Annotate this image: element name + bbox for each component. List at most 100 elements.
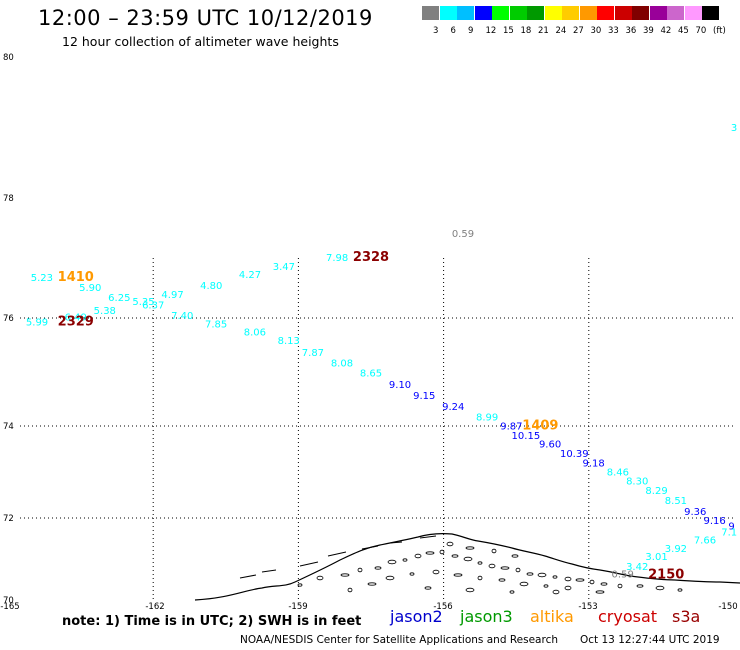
latitude-label: 80: [3, 53, 14, 63]
wave-height-value: 4.80: [200, 281, 222, 292]
wave-height-labels: 30.597.983.474.275.234.805.904.976.25 5.3…: [26, 123, 737, 580]
wave-height-value: 9.36: [684, 507, 706, 518]
lake-shape: [414, 553, 422, 559]
map-subtitle: 12 hour collection of altimeter wave hei…: [62, 34, 339, 49]
lake-shape: [465, 587, 475, 593]
pass-time-labels: 2328 1410 2329 1409 2150: [58, 250, 685, 582]
map-grid: [20, 258, 735, 600]
pass-time-label: 1410: [58, 270, 94, 285]
longitude-label: -156: [433, 602, 452, 612]
colorbar-label: (ft): [713, 26, 726, 36]
wave-height-value: 8.46: [607, 468, 629, 479]
wave-height-value: 3: [731, 123, 737, 134]
colorbar-swatch: [544, 6, 562, 20]
lake-shape: [564, 576, 572, 582]
wave-height-value: 9: [728, 521, 734, 532]
lake-shape: [439, 549, 445, 555]
colorbar-swatch: [509, 6, 527, 20]
tundra-lakes: [297, 541, 683, 595]
colorbar-label: 39: [643, 26, 654, 36]
colorbar-swatch: [702, 6, 719, 20]
alaska-coastline: [194, 533, 740, 601]
lake-shape: [498, 578, 506, 582]
wave-height-value: 8.99: [476, 413, 498, 424]
wave-height-value: 3.42: [626, 562, 648, 573]
legend-jason3: jason3: [460, 607, 513, 626]
colorbar-swatch: [579, 6, 597, 20]
colorbar-swatch: [474, 6, 492, 20]
lake-shape: [537, 572, 547, 578]
pass-time-label: 2329: [58, 315, 94, 330]
legend-cryosat: cryosat: [598, 607, 658, 626]
wave-height-value: 8.51: [665, 496, 687, 507]
legend-jason2: jason2: [390, 607, 443, 626]
legend-s3a: s3a: [672, 607, 701, 626]
wave-height-value: 9.60: [539, 440, 561, 451]
colorbar-label: 15: [503, 26, 514, 36]
wave-height-value: 4.97: [161, 290, 183, 301]
wave-height-value: 10.39: [560, 449, 589, 460]
lake-shape: [402, 558, 408, 562]
lake-shape: [446, 541, 454, 547]
wave-height-value: 9.15: [413, 391, 435, 402]
longitude-label: -159: [288, 602, 307, 612]
wave-height-value: 5.90: [79, 283, 101, 294]
lake-shape: [617, 583, 623, 589]
lake-shape: [595, 590, 605, 594]
wave-height-value: 5.38: [94, 306, 116, 317]
latitude-label: 74: [3, 422, 14, 432]
lake-shape: [509, 590, 515, 594]
lake-shape: [465, 546, 475, 550]
lake-shape: [677, 588, 683, 592]
wave-height-value: 7.87: [302, 348, 324, 359]
legend-note: note: 1) Time is in UTC; 2) SWH is in fe…: [62, 614, 362, 629]
lake-shape: [564, 585, 572, 591]
lake-shape: [425, 551, 435, 555]
wave-height-value: 7.66: [694, 535, 716, 546]
longitude-label: -153: [578, 602, 597, 612]
wave-height-value: 3.47: [273, 262, 295, 273]
wave-height-value: 3.01: [645, 552, 667, 563]
legend-altika: altika: [530, 607, 574, 626]
wave-height-value: 8.13: [278, 336, 300, 347]
lake-shape: [387, 559, 397, 565]
wave-height-value: 8.06: [244, 327, 266, 338]
wave-height-value: 9.10: [389, 380, 411, 391]
longitude-label: -150: [718, 602, 737, 612]
wave-height-value: 3.92: [665, 544, 687, 555]
lake-shape: [340, 573, 350, 577]
latitude-label: 78: [3, 194, 14, 204]
wave-height-value: 7.85: [205, 320, 227, 331]
lake-shape: [543, 584, 549, 588]
colorbar-label: 27: [573, 26, 584, 36]
colorbar-label: 3: [433, 26, 439, 36]
lake-shape: [347, 587, 353, 593]
wave-height-value: 8.30: [626, 476, 648, 487]
colorbar-swatch: [492, 6, 509, 20]
wave-height-value: 6.49: [65, 313, 87, 324]
colorbar-swatch: [422, 6, 439, 20]
lake-shape: [316, 575, 324, 581]
colorbar-label: 70: [695, 26, 707, 36]
colorbar-label: 36: [625, 26, 637, 36]
colorbar-swatch: [597, 6, 614, 20]
pass-time-label: 2328: [353, 250, 389, 265]
colorbar-swatch: [649, 6, 667, 20]
wave-height-value: 6.37: [142, 300, 164, 311]
colorbar-swatch: [562, 6, 579, 20]
colorbar-label: 18: [520, 26, 532, 36]
wave-height-value: 5.23: [31, 273, 53, 284]
colorbar-label: 9: [468, 26, 474, 36]
lake-shape: [655, 585, 665, 591]
latitude-label: 70: [3, 596, 14, 606]
wave-height-value: 7.1: [721, 528, 737, 539]
lake-shape: [511, 554, 519, 558]
colorbar-label: 42: [660, 26, 672, 36]
wave-height-value: 10.15: [512, 431, 541, 442]
wave-height-value: 9.18: [583, 458, 605, 469]
longitude-label: -165: [0, 602, 19, 612]
lake-shape: [488, 563, 496, 569]
lake-shape: [552, 575, 558, 579]
lake-shape: [432, 569, 440, 575]
